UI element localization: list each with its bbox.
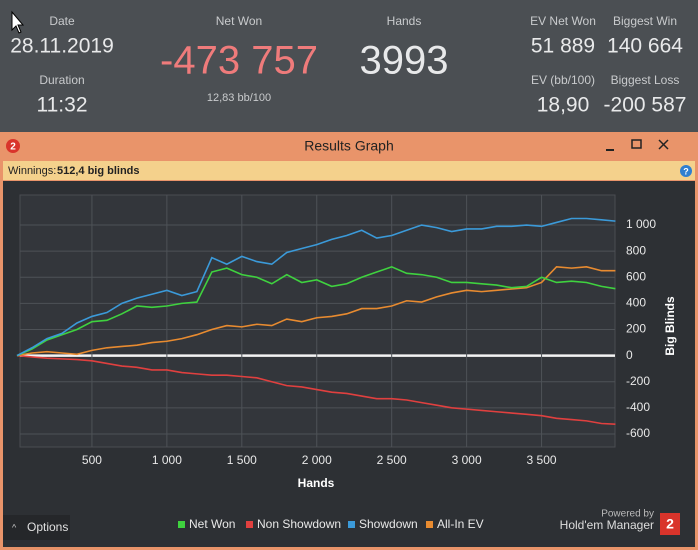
powered-by: Powered by <box>601 509 654 520</box>
series-line <box>16 265 616 357</box>
help-text: ? <box>683 166 689 176</box>
stat-value: -473 757 <box>160 39 318 83</box>
options-caret: ^ <box>12 522 17 532</box>
legend-swatch <box>426 521 433 528</box>
y-tick-label: -600 <box>626 426 650 440</box>
y-tick-label: 0 <box>626 348 633 362</box>
brand-logo-text: 2 <box>666 516 674 532</box>
series-line <box>16 354 616 425</box>
help-button[interactable] <box>680 165 692 177</box>
stat-label: Hands <box>387 14 422 28</box>
stat-label: EV Net Won <box>530 14 596 28</box>
cursor <box>11 10 25 34</box>
series-line <box>16 265 616 357</box>
stat-sub: 12,83 bb/100 <box>207 92 271 104</box>
y-tick-label: 200 <box>626 322 646 336</box>
legend-label: Showdown <box>359 517 418 531</box>
y-tick-label: 1 000 <box>626 217 656 231</box>
stat-label: Net Won <box>216 14 262 28</box>
stats-panel <box>0 0 698 132</box>
stat-label: Duration <box>39 73 84 87</box>
stat-value: 11:32 <box>37 94 88 117</box>
legend-swatch <box>178 521 185 528</box>
x-tick-label: 2 000 <box>302 453 332 467</box>
close-button[interactable] <box>658 139 669 150</box>
x-tick-label: 3 000 <box>452 453 482 467</box>
stat-label: Biggest Win <box>613 14 677 28</box>
info-value: 512,4 big blinds <box>57 165 140 177</box>
brand: Hold'em Manager <box>560 518 654 532</box>
legend-swatch <box>246 521 253 528</box>
options-button[interactable] <box>3 515 70 540</box>
y-tick-label: 600 <box>626 269 646 283</box>
stat-value: 18,90 <box>537 94 590 117</box>
logo-icon <box>6 139 20 153</box>
brand-logo <box>660 513 680 535</box>
stat-value: 51 889 <box>531 35 595 58</box>
stat-value: 3993 <box>360 39 449 83</box>
stat-label: EV (bb/100) <box>531 73 595 87</box>
window-title: Results Graph <box>304 138 393 154</box>
x-tick-label: 1 500 <box>227 453 257 467</box>
stat-value: 28.11.2019 <box>10 35 114 58</box>
stat-label: Biggest Loss <box>611 73 680 87</box>
x-tick-label: 500 <box>82 453 102 467</box>
options-text: Options <box>27 520 68 534</box>
series-line <box>16 217 616 357</box>
stat-value: -200 587 <box>604 94 687 117</box>
logo-text: 2 <box>10 142 16 153</box>
stat-value: 140 664 <box>607 35 683 58</box>
info-label: Winnings: <box>8 165 56 177</box>
x-axis-label: Hands <box>298 476 335 490</box>
legend: Net Won Non Showdown Showdown All-In EV <box>178 517 484 531</box>
maximize-button[interactable] <box>631 139 642 149</box>
y-tick-label: -200 <box>626 374 650 388</box>
y-axis-label: Big Blinds <box>663 296 677 356</box>
legend-label: All-In EV <box>437 517 484 531</box>
legend-label: Non Showdown <box>257 517 341 531</box>
legend-label: Net Won <box>189 517 235 531</box>
plot-area <box>19 194 616 448</box>
y-tick-label: 800 <box>626 243 646 257</box>
plot: -600 -400 -200 0 200 400 600 800 1 000 500 1 000 1 … <box>16 195 656 467</box>
y-tick-label: 400 <box>626 296 646 310</box>
stat-label: Date <box>49 14 75 28</box>
x-tick-label: 3 500 <box>527 453 557 467</box>
info-bar <box>3 161 695 180</box>
legend-swatch <box>348 521 355 528</box>
x-tick-label: 2 500 <box>377 453 407 467</box>
x-tick-label: 1 000 <box>152 453 182 467</box>
y-tick-label: -400 <box>626 400 650 414</box>
